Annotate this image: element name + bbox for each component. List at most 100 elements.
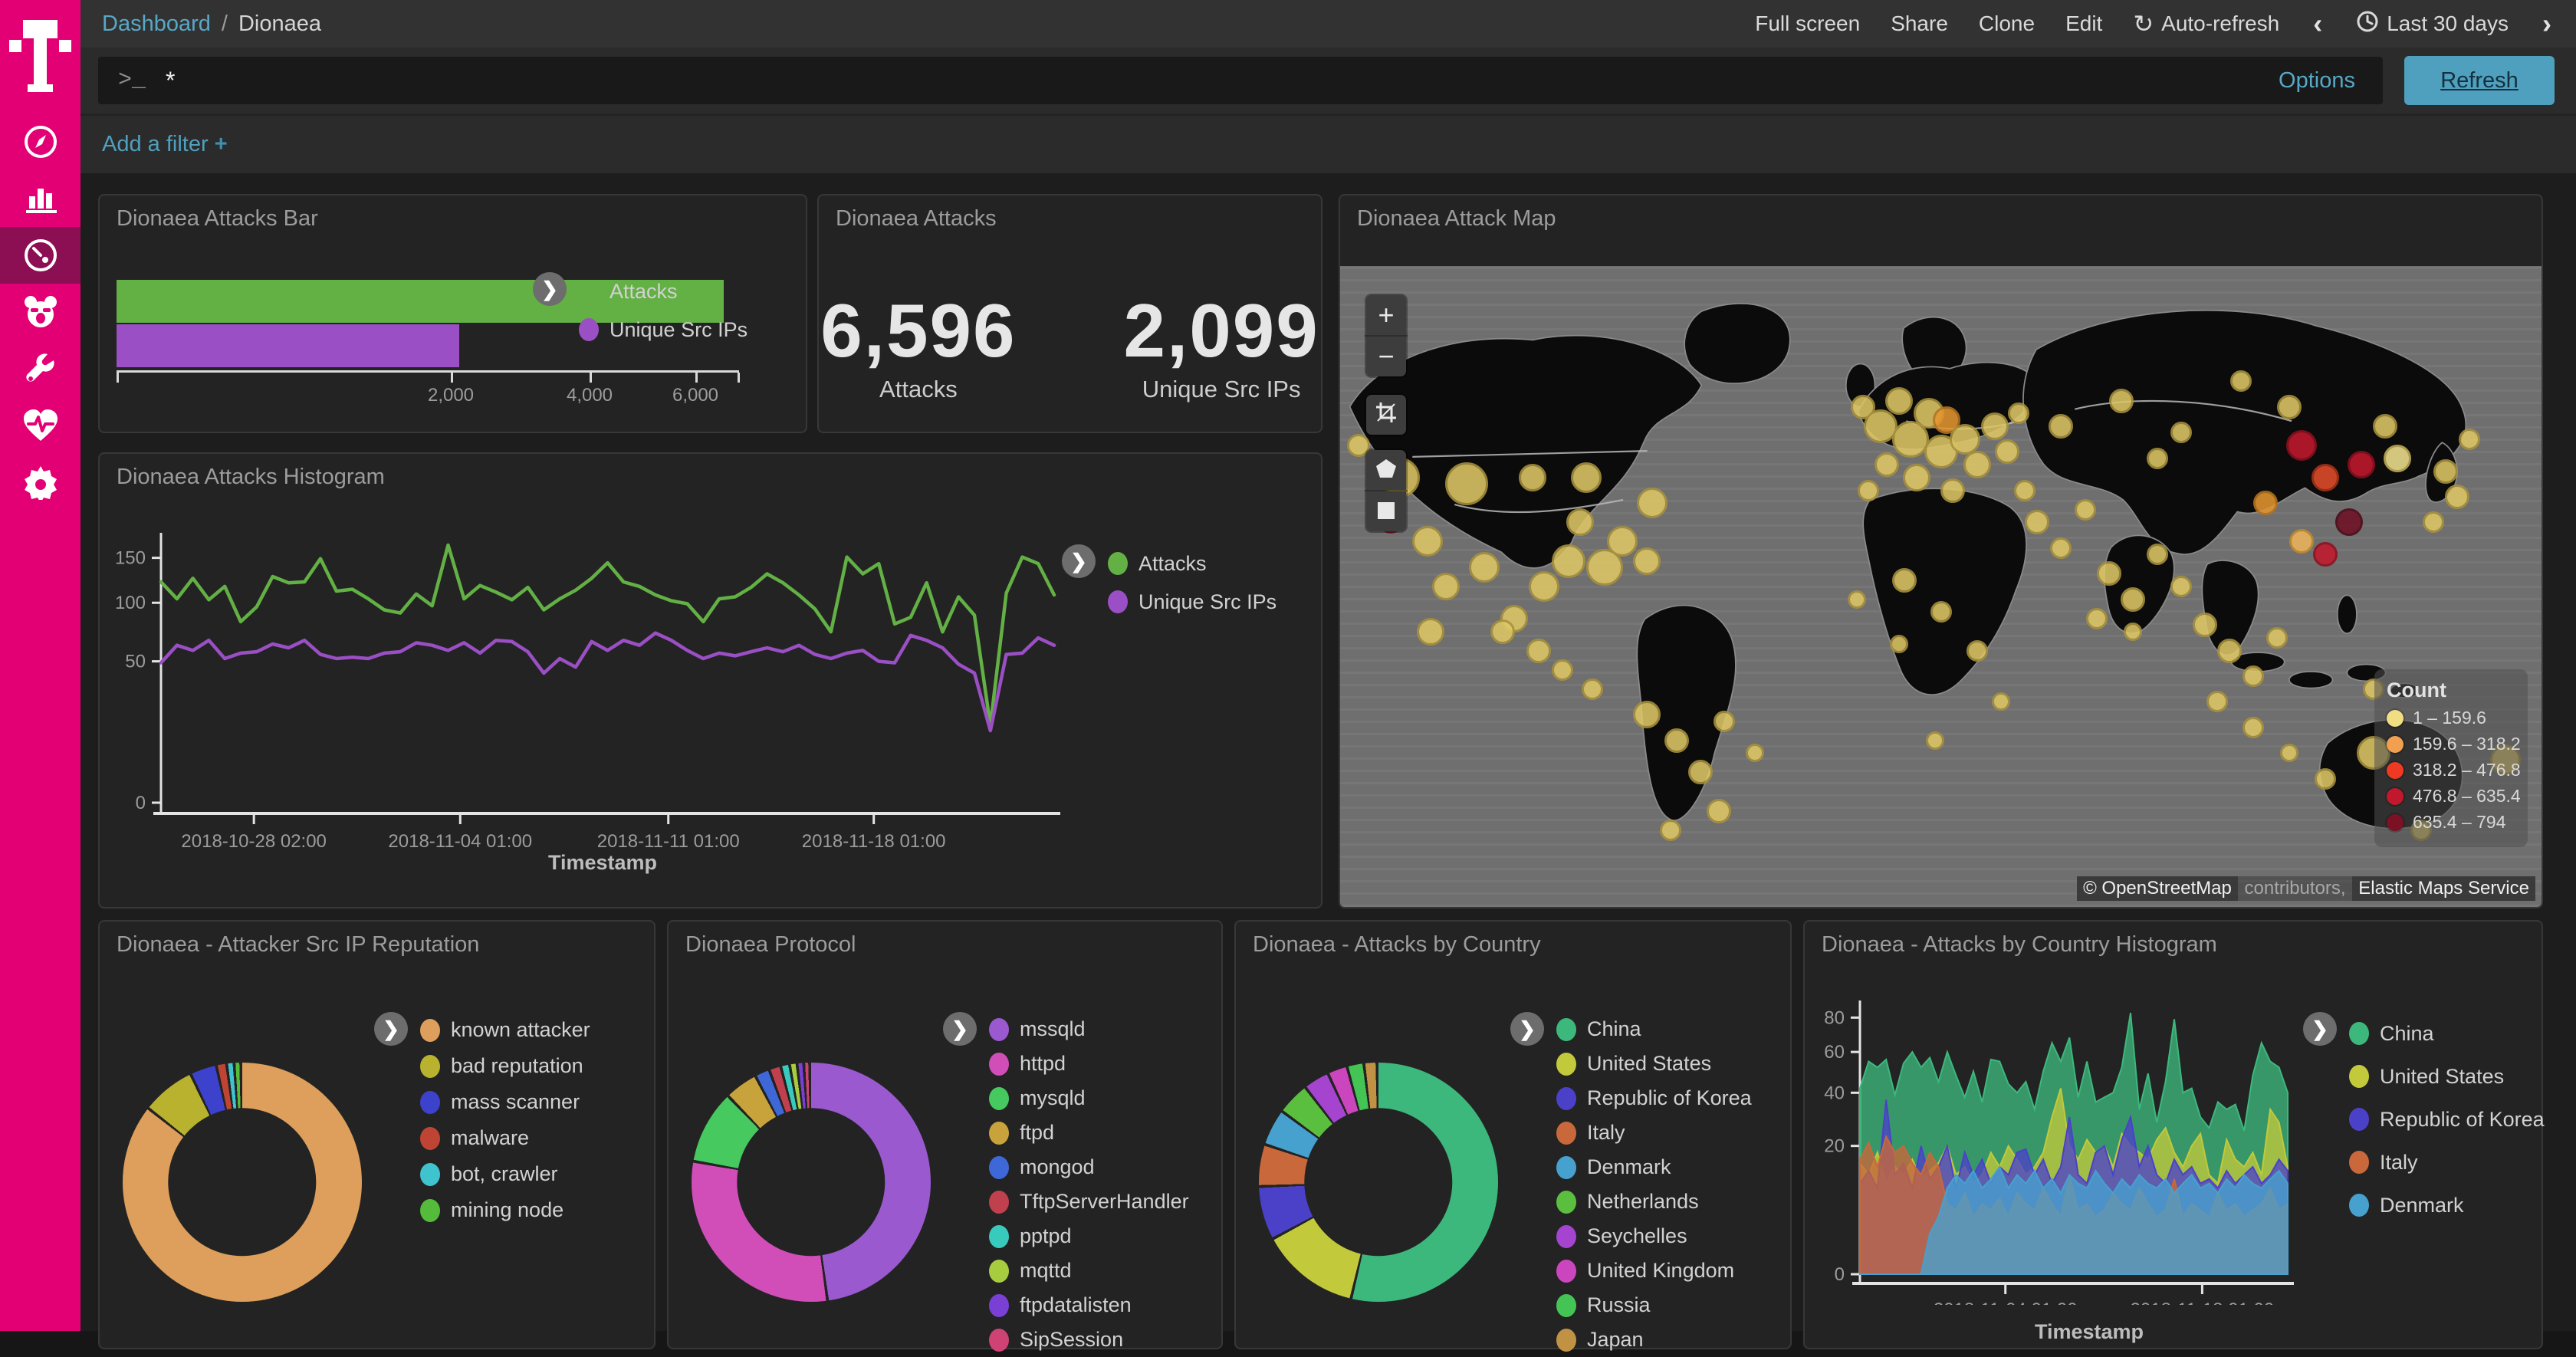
map-bubble[interactable] <box>2024 510 2049 535</box>
map-bubble[interactable] <box>1864 409 1898 443</box>
menu-clone[interactable]: Clone <box>1978 12 2036 35</box>
sidebar-item-dashboard[interactable] <box>0 227 80 284</box>
map-bubble[interactable] <box>1688 760 1714 785</box>
legend-toggle-chevron-icon[interactable]: ❯ <box>2303 1012 2337 1046</box>
query-options-link[interactable]: Options <box>2279 67 2355 93</box>
map-bubble[interactable] <box>2049 414 2074 439</box>
legend-item[interactable]: ftpdatalisten <box>989 1288 1189 1322</box>
legend-item[interactable]: mass scanner <box>420 1084 590 1120</box>
legend-item[interactable]: Unique Src IPs <box>579 310 748 349</box>
legend-item[interactable]: China <box>2349 1012 2545 1055</box>
country-donut-chart[interactable] <box>1259 1063 1498 1302</box>
legend-item[interactable]: Denmark <box>1556 1150 1752 1184</box>
menu-share[interactable]: Share <box>1891 12 1948 35</box>
map-bubble[interactable] <box>2285 430 2317 462</box>
legend-toggle-chevron-icon[interactable]: ❯ <box>1062 544 1096 578</box>
map-bubble[interactable] <box>2433 458 2458 484</box>
legend-item[interactable]: Attacks <box>1108 544 1276 583</box>
map-bubble[interactable] <box>1903 463 1931 491</box>
map-bubble[interactable] <box>2008 402 2030 425</box>
map-bubble[interactable] <box>2096 561 2121 586</box>
legend-item[interactable]: Netherlands <box>1556 1184 1752 1219</box>
map-bubble[interactable] <box>2279 744 2298 763</box>
legend-item[interactable]: Japan <box>1556 1322 1752 1357</box>
map-bubble[interactable] <box>2252 491 2278 516</box>
legend-item[interactable]: pptpd <box>989 1219 1189 1254</box>
area-chart[interactable]: 0 20 40 60 80 2018-11-04 01:00 2018-11-18 01:0… <box>1805 922 2542 1320</box>
sidebar-item-management[interactable] <box>0 454 80 511</box>
reputation-donut-chart[interactable] <box>123 1063 362 1302</box>
map-bubble[interactable] <box>1518 463 1546 491</box>
map-bubble[interactable] <box>1706 798 1731 823</box>
map-bubble[interactable] <box>2206 691 2228 713</box>
map-bubble[interactable] <box>2335 508 2364 537</box>
legend-toggle-chevron-icon[interactable]: ❯ <box>943 1012 977 1046</box>
map-bubble[interactable] <box>1949 423 1980 455</box>
time-forward-chevron-icon[interactable]: › <box>2542 8 2551 39</box>
map-bubble[interactable] <box>1940 478 1966 503</box>
map-bubble[interactable] <box>2288 529 2314 554</box>
legend-item[interactable]: Republic of Korea <box>1556 1081 1752 1116</box>
map-bubble[interactable] <box>1933 406 1961 434</box>
map-bubble[interactable] <box>2311 463 2339 491</box>
breadcrumb-dashboard-link[interactable]: Dashboard <box>102 11 211 36</box>
map-bubble[interactable] <box>1659 819 1681 841</box>
search-query-input[interactable]: >_ * Options <box>98 57 2383 104</box>
map-bubble[interactable] <box>1892 567 1917 593</box>
map-bubble[interactable] <box>2373 414 2398 439</box>
map-bubble[interactable] <box>1571 462 1602 493</box>
map-bubble[interactable] <box>1858 479 1880 501</box>
map-bubble[interactable] <box>2422 511 2444 534</box>
bar-attacks[interactable] <box>117 280 724 323</box>
map-bubble[interactable] <box>2312 542 2338 567</box>
map-bubble[interactable] <box>2266 626 2288 649</box>
map-bubble[interactable] <box>1551 544 1585 578</box>
map-bubble[interactable] <box>1469 551 1500 583</box>
map-bubble[interactable] <box>1632 547 1661 575</box>
legend-item[interactable]: malware <box>420 1120 590 1156</box>
map-bubble[interactable] <box>2146 447 2168 469</box>
map-bubble[interactable] <box>1637 488 1668 519</box>
map-bubble[interactable] <box>2108 388 2134 413</box>
map-bubble[interactable] <box>2383 444 2411 472</box>
horizontal-bar-chart[interactable] <box>117 280 738 395</box>
map-bubble[interactable] <box>2458 428 2480 450</box>
legend-item[interactable]: Republic of Korea <box>2349 1098 2545 1141</box>
map-draw-rectangle-button[interactable] <box>1366 491 1406 531</box>
map-bubble[interactable] <box>2121 586 2146 612</box>
map-bubble[interactable] <box>2314 767 2336 790</box>
map-draw-polygon-button[interactable] <box>1366 450 1406 490</box>
legend-item[interactable]: Italy <box>1556 1116 1752 1150</box>
map-bubble[interactable] <box>1566 508 1595 537</box>
map-bubble[interactable] <box>1994 439 2019 465</box>
sidebar-item-visualize[interactable] <box>0 170 80 227</box>
map-bubble[interactable] <box>1884 386 1913 415</box>
legend-item[interactable]: known attacker <box>420 1012 590 1048</box>
map-bubble[interactable] <box>1664 728 1689 753</box>
legend-item[interactable]: Italy <box>2349 1141 2545 1184</box>
legend-item[interactable]: Seychelles <box>1556 1219 1752 1254</box>
menu-fullscreen[interactable]: Full screen <box>1755 12 1861 35</box>
time-back-chevron-icon[interactable]: ‹ <box>2313 8 2323 39</box>
bar-unique-src-ips[interactable] <box>117 324 459 367</box>
osm-copyright[interactable]: © OpenStreetMap <box>2077 876 2238 901</box>
map-bubble[interactable] <box>1431 573 1460 600</box>
legend-item[interactable]: httpd <box>989 1046 1189 1081</box>
map-bubble[interactable] <box>1412 526 1444 557</box>
map-bubble[interactable] <box>2170 576 2192 597</box>
map-bubble[interactable] <box>2124 622 2143 641</box>
map-bubble[interactable] <box>2230 370 2252 393</box>
line-chart[interactable]: 0 50 100 150 2018-10-28 02:00 2018-11-04 01:0… <box>100 454 1321 860</box>
legend-item[interactable]: China <box>1556 1012 1752 1046</box>
menu-edit[interactable]: Edit <box>2065 12 2103 35</box>
legend-toggle-chevron-icon[interactable]: ❯ <box>1510 1012 1544 1046</box>
map-bubble[interactable] <box>2170 422 2192 444</box>
map-zoom-in-button[interactable]: + <box>1366 295 1406 335</box>
map-bubble[interactable] <box>1847 590 1866 609</box>
map-bubble[interactable] <box>2347 451 2375 479</box>
map-bubble[interactable] <box>1444 462 1488 506</box>
map-bubble[interactable] <box>1632 701 1661 729</box>
legend-item[interactable]: United Kingdom <box>1556 1254 1752 1288</box>
map-bubble[interactable] <box>1981 412 2009 440</box>
map-bubble[interactable] <box>2216 638 2242 663</box>
